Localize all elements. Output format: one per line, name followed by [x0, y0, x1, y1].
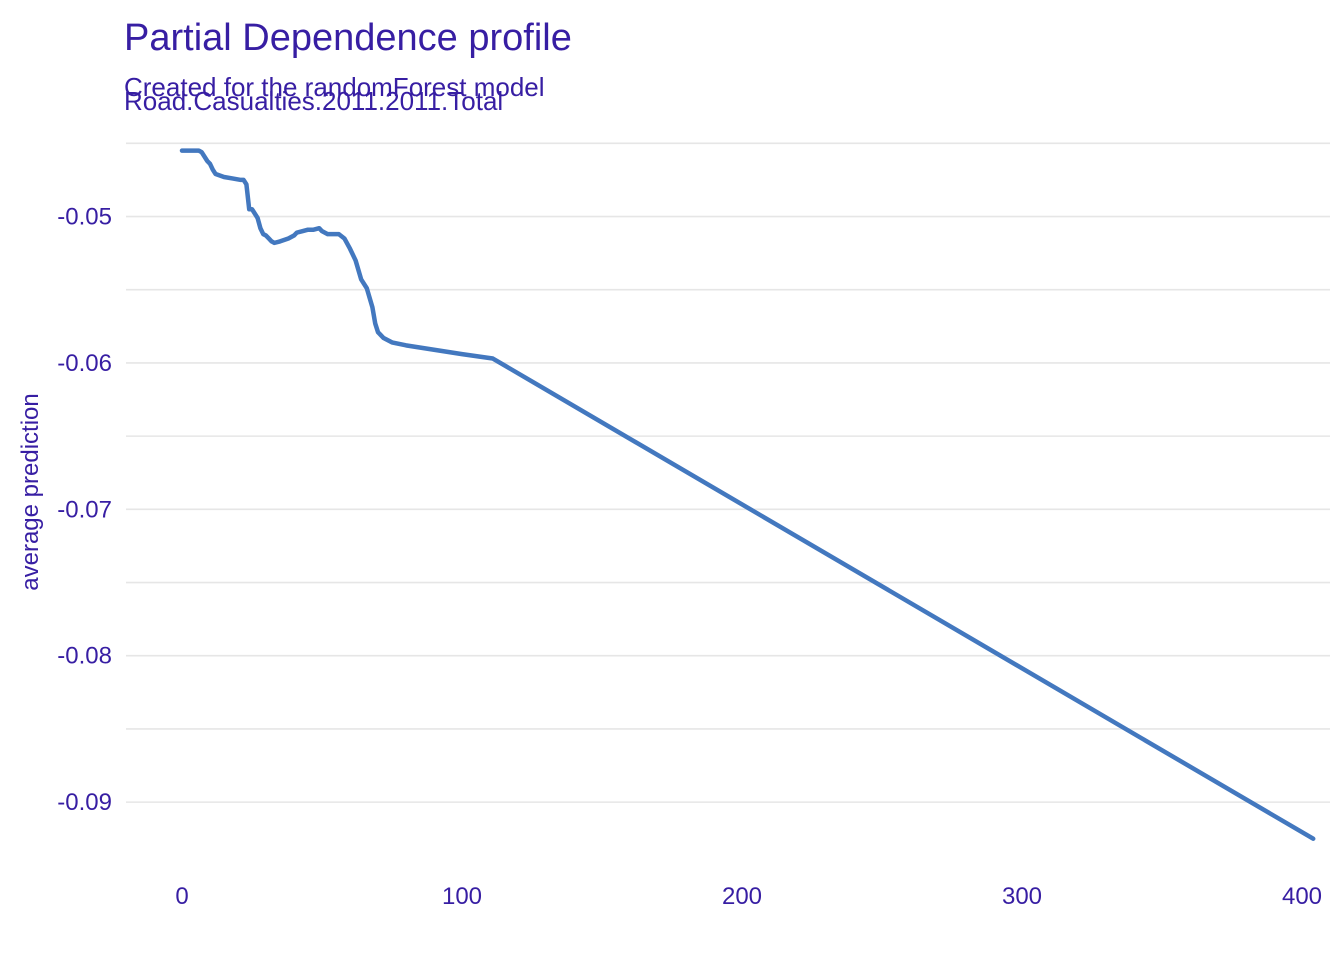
- y-axis-label: average prediction: [17, 393, 44, 590]
- x-tick-label: 400: [1282, 883, 1322, 910]
- x-tick-label: 100: [442, 883, 482, 910]
- series-group: [179, 148, 1316, 841]
- chart-subtitle-line-2: Road.Casualties.2011.2011.Total: [124, 86, 503, 116]
- x-tick-label: 0: [175, 883, 188, 910]
- chart-subtitle-line-1: Created for the randomForest model: [124, 72, 545, 102]
- y-tick-label: -0.06: [57, 350, 112, 377]
- x-axis-tick-labels: 0 100 200 300 400: [175, 883, 1322, 910]
- pd-profile-line: [179, 148, 1316, 841]
- gridlines: [126, 142, 1330, 803]
- y-tick-label: -0.05: [57, 204, 112, 231]
- y-tick-label: -0.07: [57, 496, 112, 523]
- y-tick-label: -0.09: [57, 789, 112, 816]
- y-tick-label: -0.08: [57, 643, 112, 670]
- x-tick-label: 200: [722, 883, 762, 910]
- y-axis-tick-labels: -0.05 -0.06 -0.07 -0.08 -0.09: [57, 204, 112, 817]
- x-tick-label: 300: [1002, 883, 1042, 910]
- chart-title: Partial Dependence profile: [124, 17, 572, 59]
